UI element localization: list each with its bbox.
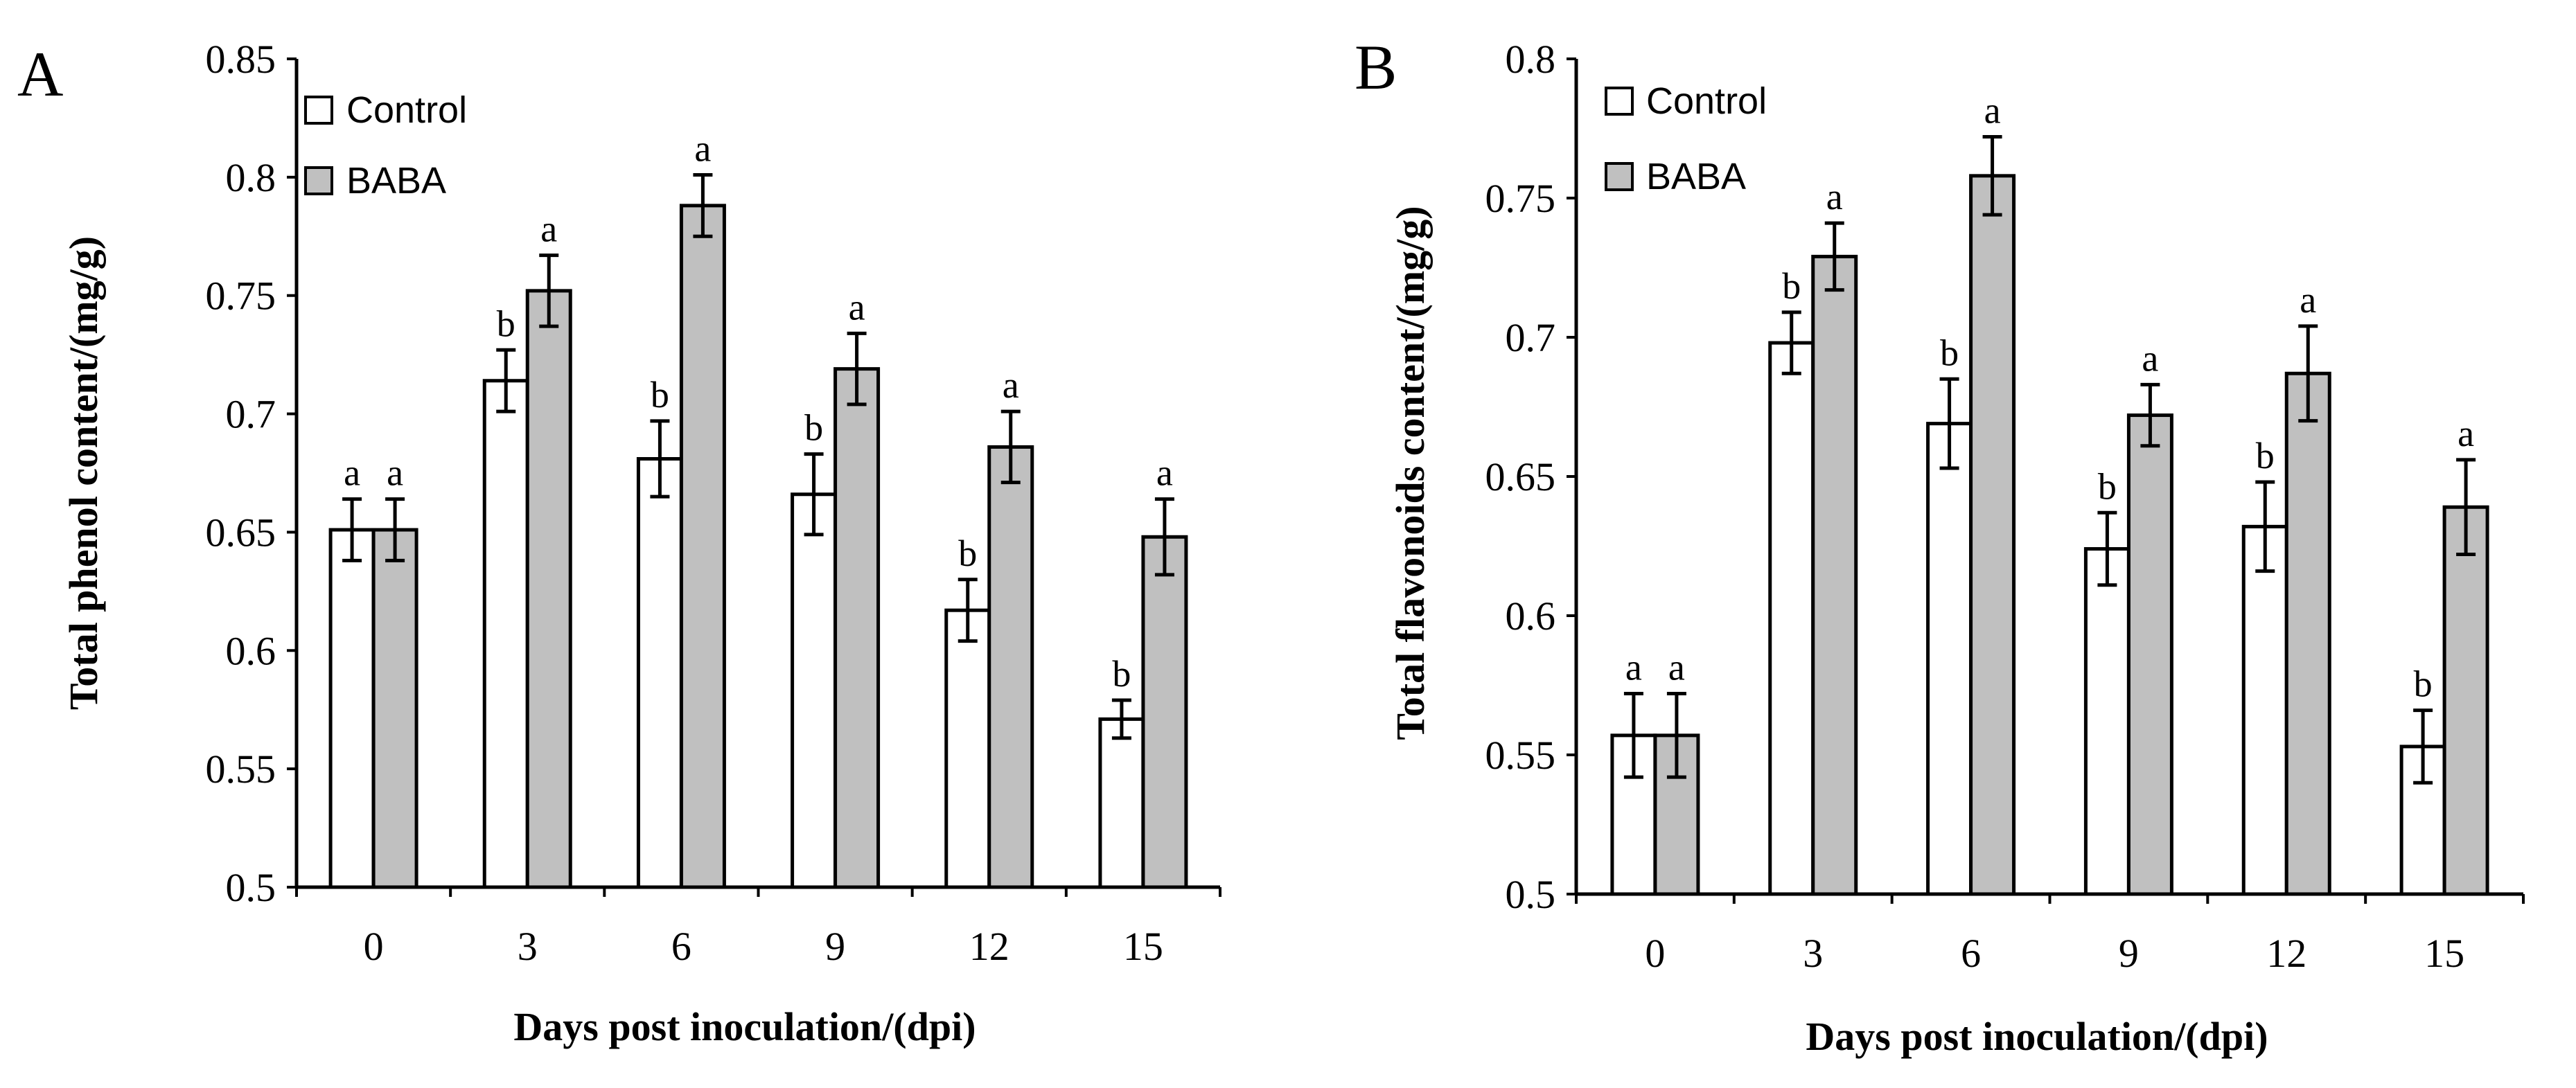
bar-baba (371, 528, 418, 889)
significance-label-baba: a (1156, 452, 1173, 494)
y-axis-title-a: Total phenol content/(mg/g) (61, 236, 106, 710)
bar-baba (679, 204, 726, 889)
x-axis-title-b: Days post inoculation/(dpi) (1806, 1014, 2268, 1059)
y-tick-label: 0.7 (226, 392, 276, 437)
bar-control (328, 528, 376, 889)
legend-b: Control BABA (1605, 80, 1767, 197)
x-tick-label: 15 (1123, 924, 1163, 969)
y-tick-label: 0.55 (206, 747, 276, 792)
panel-letter-b: B (1355, 32, 1397, 102)
x-tick-label: 9 (825, 924, 845, 969)
y-tick-label: 0.8 (226, 155, 276, 200)
significance-label-baba: a (849, 286, 865, 328)
legend-swatch-baba-b (1605, 162, 1634, 191)
x-ticks-a: 0 3 6 9 12 15 (295, 887, 1221, 969)
significance-label-baba: a (1668, 647, 1685, 688)
y-tick-label: 0.5 (226, 865, 276, 910)
significance-label-control: b (1782, 265, 1801, 307)
significance-label-control: b (651, 374, 669, 416)
x-tick-label: 3 (1803, 931, 1823, 976)
bar-baba (1141, 535, 1188, 889)
panel-a: A Total phenol content/(mg/g) Days post … (17, 37, 1221, 1049)
x-axis-title-a: Days post inoculation/(dpi) (513, 1004, 976, 1049)
x-tick-label: 9 (2119, 931, 2139, 976)
significance-label-control: b (2256, 435, 2275, 476)
y-ticks-a: 0.5 0.55 0.6 0.65 0.7 0.75 0.8 0.85 (206, 37, 297, 910)
significance-label-baba: a (2142, 337, 2158, 379)
legend-label-baba-a: BABA (346, 160, 446, 202)
bar-baba (833, 367, 881, 889)
significance-label-control: a (344, 452, 360, 494)
bar-control (1926, 422, 1973, 896)
bar-control (636, 456, 683, 889)
y-tick-label: 0.85 (206, 37, 276, 82)
significance-label-baba: a (694, 127, 711, 169)
legend-a: Control BABA (304, 89, 467, 202)
x-tick-label: 0 (1645, 931, 1665, 976)
significance-label-baba: a (1003, 364, 1019, 406)
bar-control (2241, 524, 2288, 896)
significance-label-baba: a (1984, 90, 2001, 132)
bar-control (482, 379, 529, 889)
x-ticks-b: 0 3 6 9 12 15 (1575, 894, 2525, 976)
bar-baba (2442, 505, 2489, 896)
significance-label-baba: a (1826, 176, 1843, 217)
bar-baba (1969, 174, 2016, 896)
y-tick-label: 0.75 (1485, 176, 1556, 221)
bar-baba (525, 289, 572, 889)
y-tick-label: 0.65 (1485, 454, 1556, 499)
bar-control (791, 492, 838, 889)
bar-baba (1811, 254, 1858, 896)
y-tick-label: 0.75 (206, 274, 276, 319)
legend-swatch-control-a (304, 96, 333, 125)
legend-label-control-a: Control (346, 89, 467, 131)
y-tick-label: 0.7 (1506, 315, 1556, 360)
bar-baba (2126, 413, 2173, 896)
significance-label-control: b (2414, 663, 2433, 705)
x-tick-label: 6 (671, 924, 691, 969)
bar-control (1768, 341, 1815, 896)
bar-control (944, 608, 991, 889)
x-tick-label: 15 (2424, 931, 2464, 976)
significance-label-control: a (1625, 647, 1642, 688)
y-tick-label: 0.6 (226, 628, 276, 673)
significance-label-control: b (497, 303, 515, 344)
significance-label-control: b (1112, 653, 1131, 695)
significance-label-baba: a (387, 452, 403, 494)
y-tick-label: 0.65 (206, 510, 276, 555)
bar-baba (2284, 371, 2331, 896)
x-tick-label: 3 (518, 924, 538, 969)
bar-control (1098, 717, 1145, 889)
y-tick-label: 0.6 (1506, 594, 1556, 639)
legend-swatch-baba-a (304, 166, 333, 195)
bar-baba (987, 445, 1034, 889)
legend-swatch-control-b (1605, 87, 1634, 116)
legend-label-baba-b: BABA (1646, 156, 1746, 197)
panel-b: B Total flavonoids content/(mg/g) Days p… (1355, 32, 2525, 1059)
significance-label-control: b (1940, 332, 1959, 373)
significance-label-control: b (2098, 465, 2117, 507)
significance-label-baba: a (540, 208, 557, 250)
significance-label-control: b (804, 407, 823, 449)
x-tick-label: 12 (969, 924, 1009, 969)
x-tick-label: 12 (2266, 931, 2306, 976)
y-ticks-b: 0.5 0.55 0.6 0.65 0.7 0.75 0.8 (1485, 37, 1576, 917)
significance-label-control: b (958, 533, 977, 574)
y-axis-title-b: Total flavonoids content/(mg/g) (1388, 206, 1433, 740)
significance-label-baba: a (2300, 279, 2316, 321)
bar-control (2083, 547, 2131, 896)
panel-letter-a: A (17, 39, 63, 109)
legend-label-control-b: Control (1646, 80, 1767, 122)
x-tick-label: 6 (1961, 931, 1981, 976)
significance-label-baba: a (2458, 413, 2474, 454)
x-tick-label: 0 (364, 924, 384, 969)
y-tick-label: 0.55 (1485, 733, 1556, 778)
y-tick-label: 0.8 (1506, 37, 1556, 82)
y-tick-label: 0.5 (1506, 872, 1556, 917)
